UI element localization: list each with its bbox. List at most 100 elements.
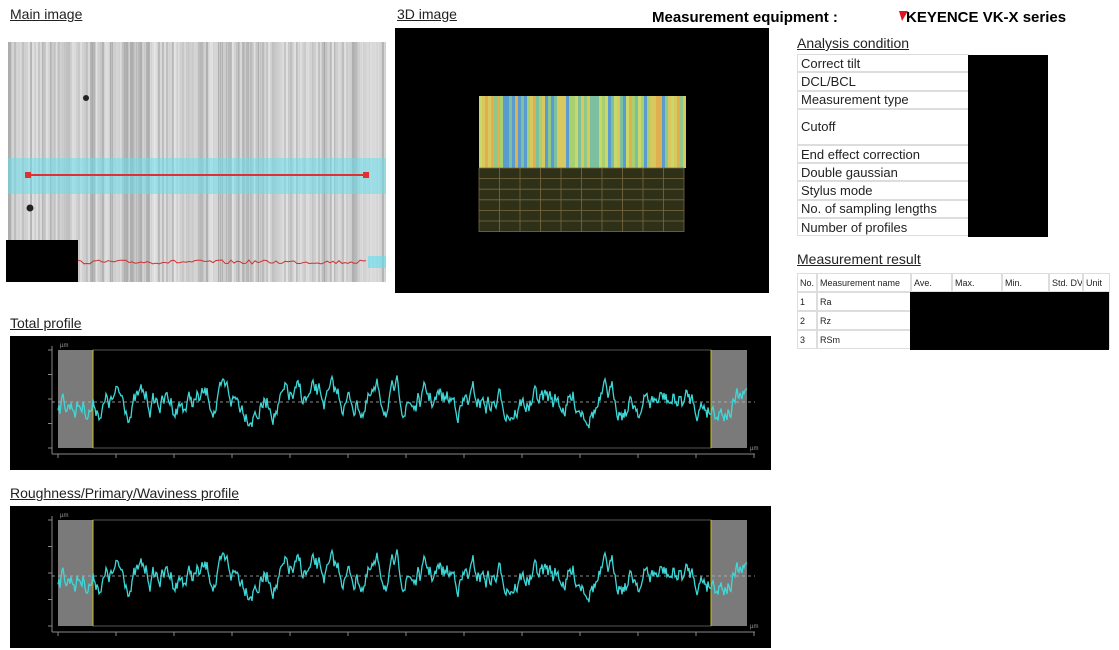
surface-strip: [683, 96, 686, 168]
surface-strip: [566, 96, 569, 168]
section-title: Measurement result: [797, 251, 921, 267]
surface-strip: [668, 96, 671, 168]
table-row: Correct tilt: [797, 54, 969, 72]
surface-strip: [626, 96, 629, 168]
equipment-name: KEYENCE VK-X series: [906, 9, 1066, 26]
surface-strip: [650, 96, 653, 168]
surface-strip: [506, 96, 509, 168]
surface-strip: [623, 96, 626, 168]
surface-strip: [653, 96, 656, 168]
surface-strip: [500, 96, 503, 168]
surface-strip: [596, 96, 599, 168]
unit-label: µm: [750, 624, 758, 630]
table-row: DCL/BCL: [797, 72, 969, 90]
surface-strip: [590, 96, 593, 168]
unit-label: µm: [60, 343, 68, 349]
surface-strip: [656, 96, 659, 168]
table-cell: 2: [797, 311, 817, 330]
redaction: [968, 55, 1048, 237]
section-title: 3D image: [397, 6, 457, 22]
surface-strip: [512, 96, 515, 168]
unit-label: µm: [60, 513, 68, 519]
surface-strip: [593, 96, 596, 168]
surface-strip: [620, 96, 623, 168]
surface-strip: [518, 96, 521, 168]
table-row: Measurement type: [797, 91, 969, 109]
surface-strip: [575, 96, 578, 168]
unit-label: µm: [750, 446, 758, 452]
surface-strip: [527, 96, 530, 168]
surface-strip: [557, 96, 560, 168]
table-cell: No.: [797, 273, 817, 292]
surface-strip: [641, 96, 644, 168]
surface-strip: [671, 96, 674, 168]
surface-strip: [614, 96, 617, 168]
surface-strip: [629, 96, 632, 168]
surface-strip: [515, 96, 518, 168]
surface-strip: [497, 96, 500, 168]
surface-strip: [572, 96, 575, 168]
section-title: Total profile: [10, 315, 82, 331]
surface-strip: [485, 96, 488, 168]
section-title: Roughness/Primary/Waviness profile: [10, 485, 239, 501]
report-page: Main image 3D image Measurement equipmen…: [0, 0, 1119, 650]
table-cell: Unit: [1083, 273, 1110, 292]
surface-strip: [491, 96, 494, 168]
table-cell: Max.: [952, 273, 1002, 292]
surface-strip: [560, 96, 563, 168]
surface-strip: [599, 96, 602, 168]
surface-strip: [533, 96, 536, 168]
surface-strip: [680, 96, 683, 168]
table-cell: Measurement name: [817, 273, 911, 292]
surface-strip: [548, 96, 551, 168]
table-row: No. of sampling lengths: [797, 200, 969, 218]
surface-strip: [638, 96, 641, 168]
surface-strip: [635, 96, 638, 168]
surface-strip: [644, 96, 647, 168]
redaction: [910, 292, 1109, 350]
table-cell: Ra: [817, 292, 911, 311]
brand: KEYENCE: [906, 9, 979, 26]
surface-strip: [608, 96, 611, 168]
surface-strip: [587, 96, 590, 168]
surface-strip: [545, 96, 548, 168]
equipment-label: Measurement equipment :: [652, 9, 838, 26]
table-row: Cutoff: [797, 109, 969, 145]
table-row: End effect correction: [797, 145, 969, 163]
surface-strip: [602, 96, 605, 168]
section-title: Analysis condition: [797, 35, 909, 51]
surface-strip: [494, 96, 497, 168]
table-row: Number of profiles: [797, 218, 969, 236]
surface-strip: [605, 96, 608, 168]
table-cell: 3: [797, 330, 817, 349]
surface-strip: [524, 96, 527, 168]
table-cell: Rz: [817, 311, 911, 330]
profile-chart: µm µm: [10, 336, 771, 470]
surface-strip: [569, 96, 572, 168]
table-cell: 1: [797, 292, 817, 311]
section-title: Main image: [10, 6, 82, 22]
surface-strip: [521, 96, 524, 168]
surface-strip: [659, 96, 662, 168]
table-row: Double gaussian: [797, 163, 969, 181]
surface-strip: [530, 96, 533, 168]
table-cell: Ave.: [911, 273, 952, 292]
surface-strip: [539, 96, 542, 168]
surface-strip: [677, 96, 680, 168]
surface-strip: [647, 96, 650, 168]
surface-strip: [482, 96, 485, 168]
surface-strip: [665, 96, 668, 168]
surface-strip: [632, 96, 635, 168]
redaction: [6, 240, 78, 282]
surface-strip: [551, 96, 554, 168]
surface-strip: [617, 96, 620, 168]
pit: [83, 95, 89, 101]
table-row: Stylus mode: [797, 181, 969, 199]
surface-strip: [554, 96, 557, 168]
surface-strip: [662, 96, 665, 168]
table-cell: RSm: [817, 330, 911, 349]
surface-strip: [503, 96, 506, 168]
marker: [25, 172, 31, 178]
scan-band: [368, 256, 386, 268]
